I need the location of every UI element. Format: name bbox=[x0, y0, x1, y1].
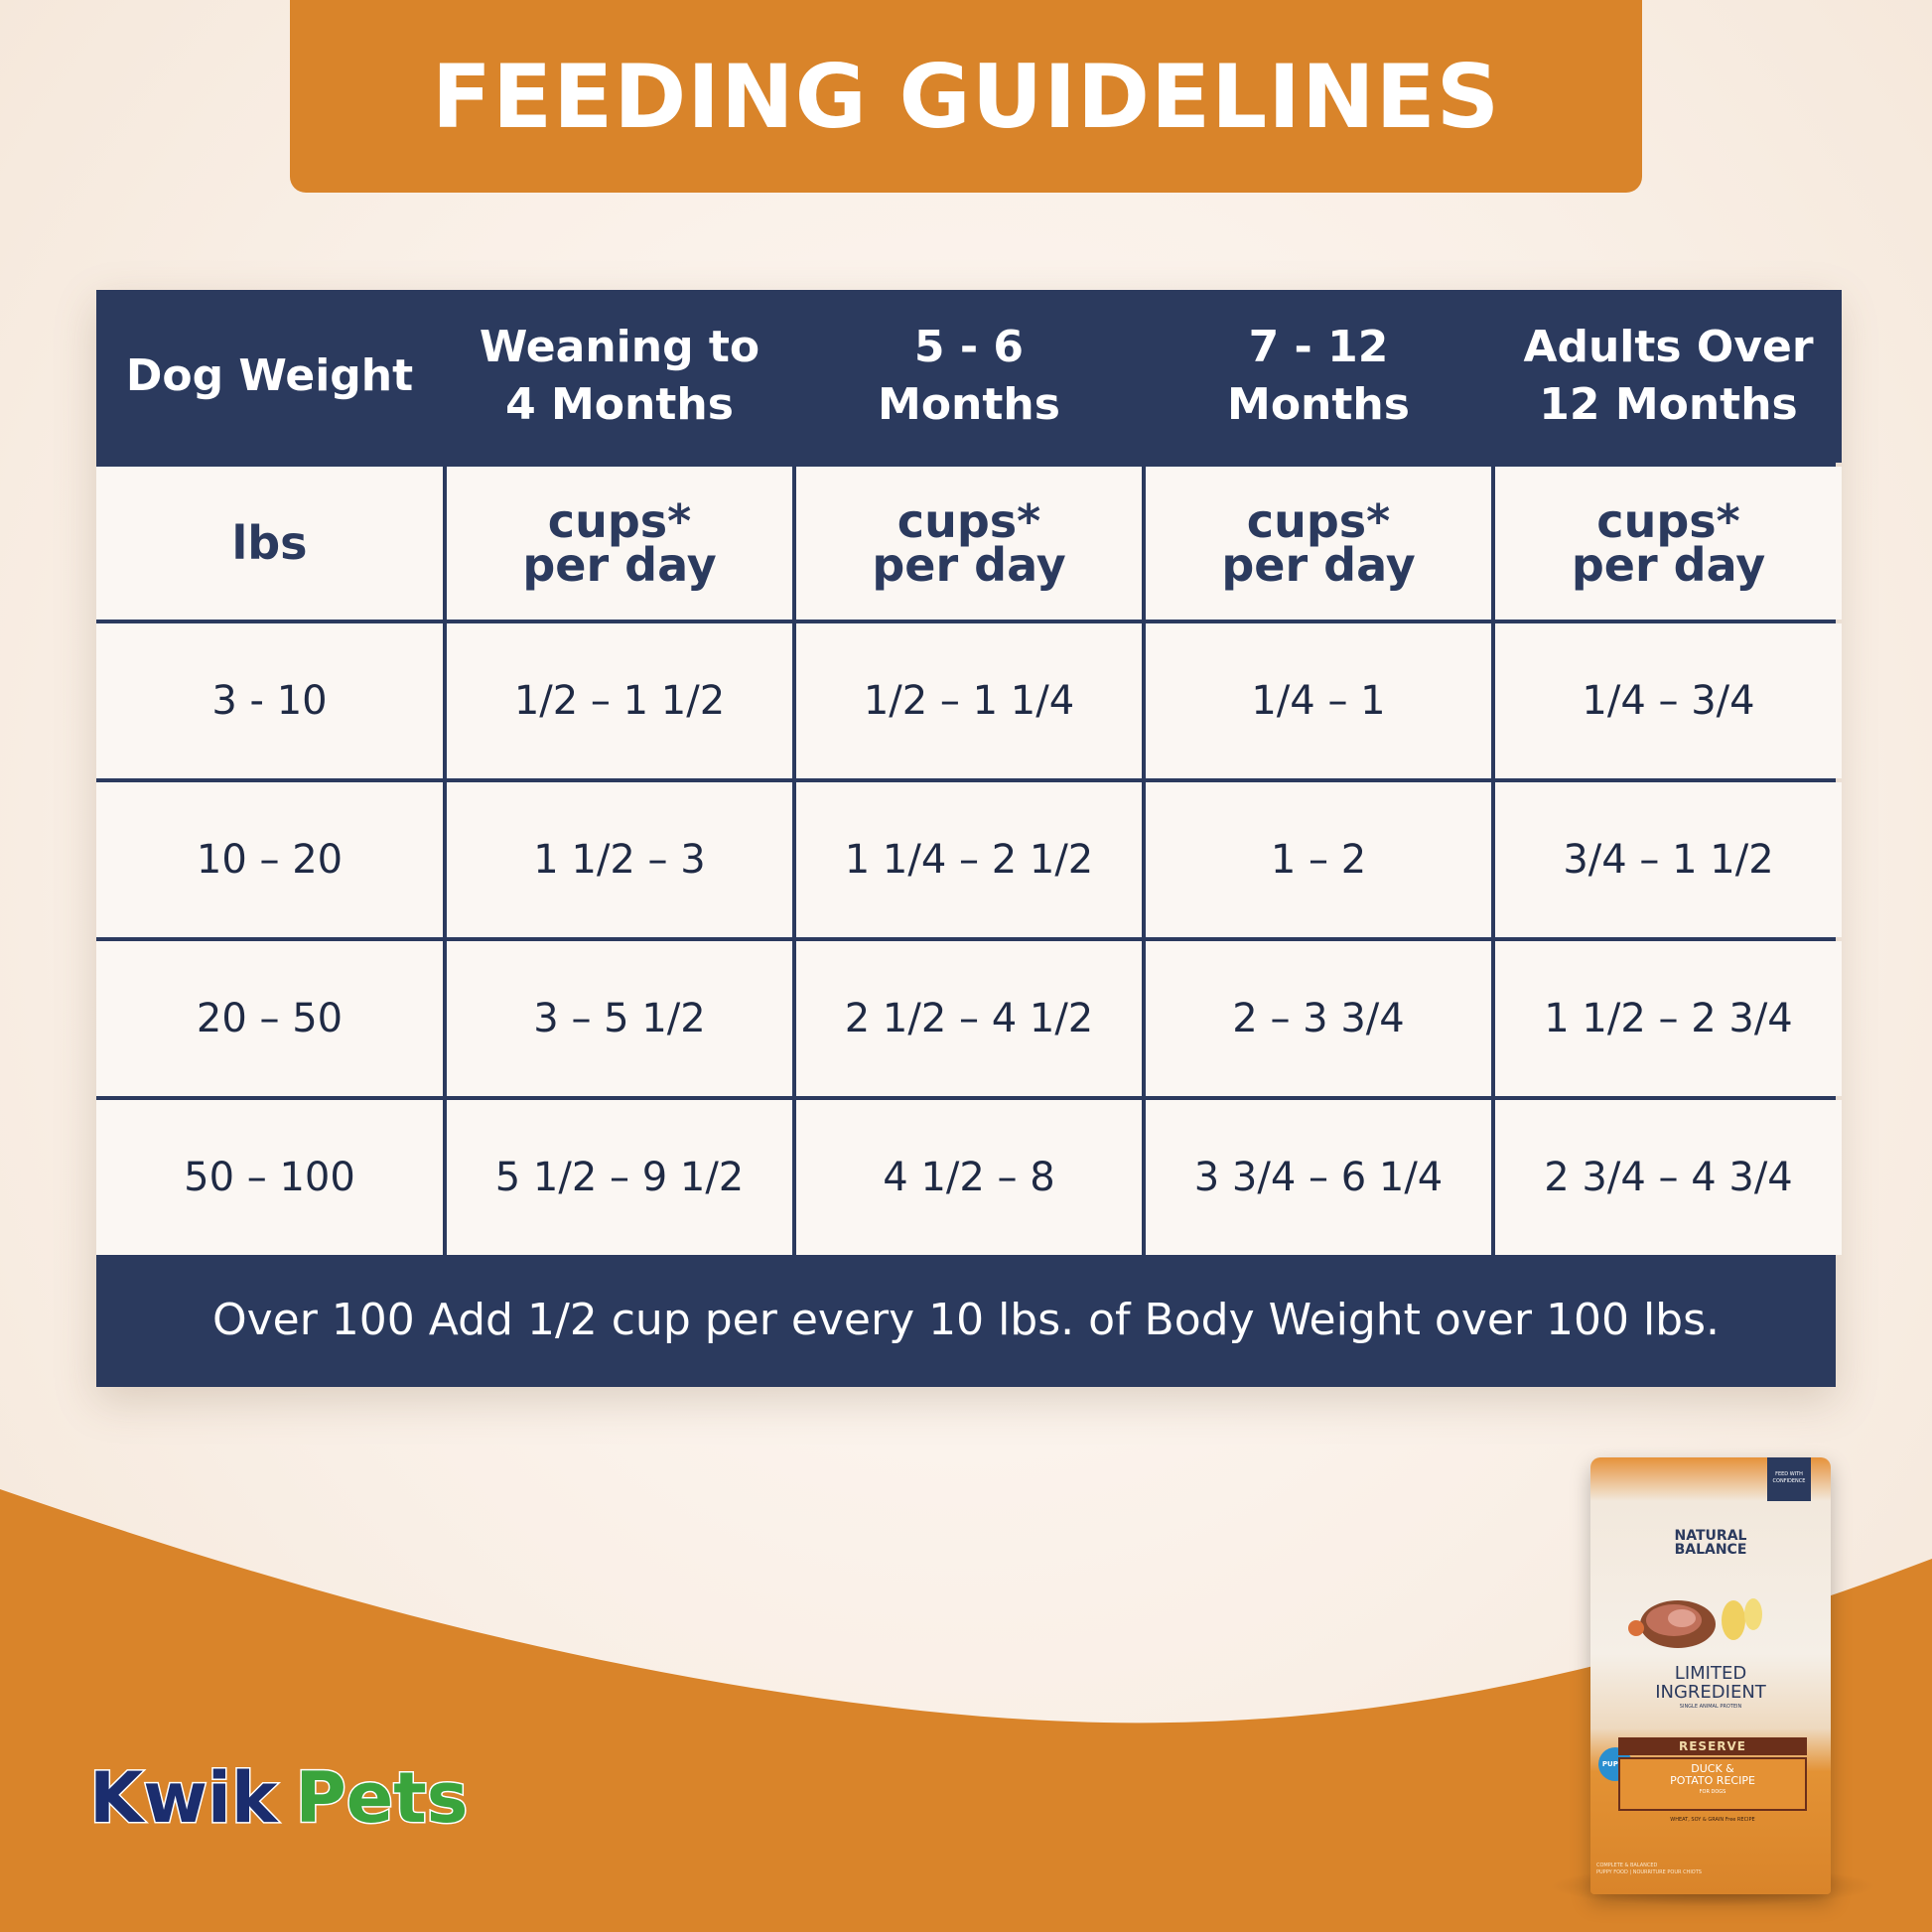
table-cell: 20 – 50 bbox=[96, 941, 443, 1096]
title-banner: FEEDING GUIDELINES bbox=[290, 0, 1642, 193]
product-bag-image: FEED WITH CONFIDENCE NATURAL BALANCE LIM… bbox=[1590, 1457, 1831, 1894]
unit-cups: cups* per day bbox=[796, 467, 1142, 620]
bag-single-animal-protein: SINGLE ANIMAL PROTEIN bbox=[1679, 1704, 1742, 1710]
table-cell: 1 1/2 – 3 bbox=[447, 782, 792, 937]
table-cell: 50 – 100 bbox=[96, 1100, 443, 1255]
bag-limited-ingredient: LIMITED INGREDIENT bbox=[1655, 1663, 1766, 1703]
header-5-6-months: 5 - 6 Months bbox=[796, 290, 1142, 463]
logo-word-kwik: Kwik bbox=[87, 1756, 278, 1841]
header-dog-weight: Dog Weight bbox=[96, 290, 443, 463]
unit-cups: cups* per day bbox=[1146, 467, 1491, 620]
table-cell: 1/2 – 1 1/4 bbox=[796, 623, 1142, 778]
bag-brand: NATURAL BALANCE bbox=[1674, 1528, 1747, 1558]
bag-recipe-label: DUCK & POTATO RECIPE FOR DOGS bbox=[1618, 1757, 1807, 1811]
bag-small-print: COMPLETE & BALANCED PUPPY FOOD | NOURRIT… bbox=[1596, 1863, 1702, 1875]
page-title: FEEDING GUIDELINES bbox=[431, 45, 1501, 148]
table-cell: 2 3/4 – 4 3/4 bbox=[1495, 1100, 1842, 1255]
table-cell: 1/2 – 1 1/2 bbox=[447, 623, 792, 778]
table-cell: 2 – 3 3/4 bbox=[1146, 941, 1491, 1096]
table-cell: 1 1/2 – 2 3/4 bbox=[1495, 941, 1842, 1096]
table-cell: 5 1/2 – 9 1/2 bbox=[447, 1100, 792, 1255]
table-cell: 10 – 20 bbox=[96, 782, 443, 937]
bag-reserve-label: RESERVE bbox=[1618, 1737, 1807, 1755]
header-weaning: Weaning to 4 Months bbox=[447, 290, 792, 463]
table-cell: 1 – 2 bbox=[1146, 782, 1491, 937]
unit-lbs: lbs bbox=[96, 467, 443, 620]
table-cell: 3/4 – 1 1/2 bbox=[1495, 782, 1842, 937]
kwik-pets-logo: Kwik Pets bbox=[87, 1756, 470, 1841]
unit-cups: cups* per day bbox=[447, 467, 792, 620]
feed-with-confidence-tag: FEED WITH CONFIDENCE bbox=[1767, 1457, 1811, 1501]
table-cell: 2 1/2 – 4 1/2 bbox=[796, 941, 1142, 1096]
table-cell: 1 1/4 – 2 1/2 bbox=[796, 782, 1142, 937]
table-cell: 3 3/4 – 6 1/4 bbox=[1146, 1100, 1491, 1255]
duck-potato-image bbox=[1628, 1598, 1762, 1648]
table-cell: 4 1/2 – 8 bbox=[796, 1100, 1142, 1255]
table-cell: 1/4 – 1 bbox=[1146, 623, 1491, 778]
table-cell: 1/4 – 3/4 bbox=[1495, 623, 1842, 778]
table-cell: 3 – 5 1/2 bbox=[447, 941, 792, 1096]
bag-grain-free-line: WHEAT, SOY & GRAIN Free RECIPE bbox=[1670, 1817, 1755, 1823]
feeding-grid: Dog Weight Weaning to 4 Months 5 - 6 Mon… bbox=[96, 290, 1842, 1255]
table-cell: 3 - 10 bbox=[96, 623, 443, 778]
unit-cups: cups* per day bbox=[1495, 467, 1842, 620]
header-7-12-months: 7 - 12 Months bbox=[1146, 290, 1491, 463]
feeding-table: Dog Weight Weaning to 4 Months 5 - 6 Mon… bbox=[96, 290, 1842, 1387]
logo-word-pets: Pets bbox=[294, 1756, 470, 1841]
table-footer-note: Over 100 Add 1/2 cup per every 10 lbs. o… bbox=[211, 1295, 1721, 1345]
header-adults: Adults Over 12 Months bbox=[1495, 290, 1842, 463]
